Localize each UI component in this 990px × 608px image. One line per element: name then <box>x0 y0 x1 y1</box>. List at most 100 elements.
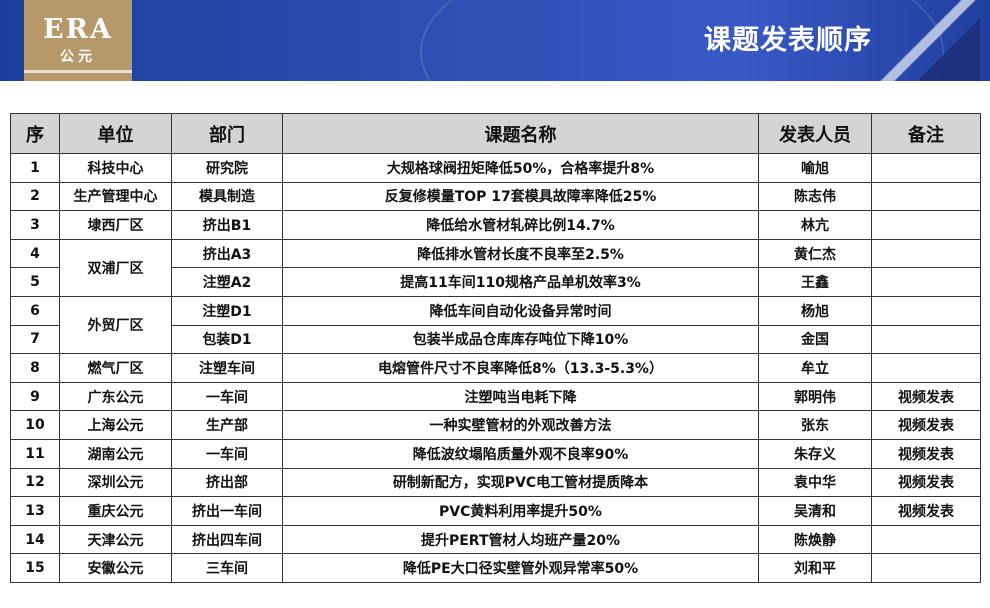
col-header-note: 备注 <box>871 113 981 154</box>
cell-no: 7 <box>10 324 60 355</box>
logo-bar <box>24 70 132 73</box>
cell-note <box>871 295 981 326</box>
cell-topic: 大规格球阀扭矩降低50%，合格率提升8% <box>282 153 759 183</box>
table-row: 14 天津公元 挤出四车间 提升PERT管材人均班产量20% 陈焕静 <box>10 524 981 555</box>
cell-topic: 降低车间自动化设备异常时间 <box>282 295 759 326</box>
cell-note: 视频发表 <box>871 410 981 440</box>
cell-topic: 电熔管件尺寸不良率降低8%（13.3-5.3%） <box>282 353 759 383</box>
cell-note <box>871 238 981 269</box>
cell-no: 10 <box>10 410 60 440</box>
cell-dept: 注塑D1 <box>171 295 283 326</box>
cell-unit: 天津公元 <box>59 524 172 555</box>
cell-no: 8 <box>10 353 60 383</box>
cell-no: 15 <box>10 553 60 583</box>
cell-unit: 埭西厂区 <box>59 210 172 240</box>
cell-topic: 包装半成品仓库库存吨位下降10% <box>282 324 759 355</box>
table-row: 2 生产管理中心 模具制造 反复修模量TOP 17套模具故障率降低25% 陈志伟 <box>10 181 981 212</box>
cell-presenter: 王鑫 <box>758 267 872 297</box>
cell-unit: 双浦厂区 <box>59 238 172 297</box>
cell-unit: 广东公元 <box>59 381 172 412</box>
cell-presenter: 吴清和 <box>758 496 872 526</box>
cell-note: 视频发表 <box>871 438 981 469</box>
cell-unit: 外贸厂区 <box>59 295 172 355</box>
col-header-no: 序 <box>10 113 60 154</box>
cell-presenter: 金国 <box>758 324 872 355</box>
cell-presenter: 郭明伟 <box>758 381 872 412</box>
col-header-dept: 部门 <box>171 113 283 154</box>
cell-topic: 一种实壁管材的外观改善方法 <box>282 410 759 440</box>
page-title: 课题发表顺序 <box>704 25 872 56</box>
logo-text: ERA <box>43 13 113 45</box>
cell-presenter: 林亢 <box>758 210 872 240</box>
cell-presenter: 牟立 <box>758 353 872 383</box>
table-row: 1 科技中心 研究院 大规格球阀扭矩降低50%，合格率提升8% 喻旭 <box>10 153 981 183</box>
cell-presenter: 张东 <box>758 410 872 440</box>
cell-note: 视频发表 <box>871 381 981 412</box>
cell-no: 13 <box>10 496 60 526</box>
cell-no: 4 <box>10 238 60 269</box>
cell-dept: 注塑车间 <box>171 353 283 383</box>
schedule-table: 序 单位 部门 课题名称 发表人员 备注 1 科技中心 研究院 大规格球阀扭矩降… <box>10 113 981 583</box>
cell-no: 11 <box>10 438 60 469</box>
cell-dept: 挤出A3 <box>171 238 283 269</box>
table-row: 9 广东公元 一车间 注塑吨当电耗下降 郭明伟 视频发表 <box>10 381 981 412</box>
cell-note <box>871 524 981 555</box>
header-banner: ERA 公元 课题发表顺序 <box>0 0 990 81</box>
cell-presenter: 朱存义 <box>758 438 872 469</box>
cell-note: 视频发表 <box>871 496 981 526</box>
cell-dept: 一车间 <box>171 438 283 469</box>
cell-unit: 重庆公元 <box>59 496 172 526</box>
cell-dept: 三车间 <box>171 553 283 583</box>
cell-dept: 包装D1 <box>171 324 283 355</box>
cell-dept: 生产部 <box>171 410 283 440</box>
cell-unit: 安徽公元 <box>59 553 172 583</box>
table-row: 15 安徽公元 三车间 降低PE大口径实壁管外观异常率50% 刘和平 <box>10 553 981 583</box>
cell-note: 视频发表 <box>871 467 981 498</box>
cell-presenter: 刘和平 <box>758 553 872 583</box>
cell-topic: 降低PE大口径实壁管外观异常率50% <box>282 553 759 583</box>
banner-corner <box>920 0 980 81</box>
cell-unit: 深圳公元 <box>59 467 172 498</box>
col-header-presenter: 发表人员 <box>758 113 872 154</box>
cell-presenter: 袁中华 <box>758 467 872 498</box>
cell-presenter: 杨旭 <box>758 295 872 326</box>
table-row: 12 深圳公元 挤出部 研制新配方，实现PVC电工管材提质降本 袁中华 视频发表 <box>10 467 981 498</box>
cell-topic: PVC黄料利用率提升50% <box>282 496 759 526</box>
table-row: 11 湖南公元 一车间 降低波纹塌陷质量外观不良率90% 朱存义 视频发表 <box>10 438 981 469</box>
cell-no: 5 <box>10 267 60 297</box>
cell-unit: 科技中心 <box>59 153 172 183</box>
cell-dept: 注塑A2 <box>171 267 283 297</box>
cell-no: 2 <box>10 181 60 212</box>
cell-note <box>871 353 981 383</box>
cell-presenter: 陈焕静 <box>758 524 872 555</box>
cell-dept: 挤出四车间 <box>171 524 283 555</box>
cell-topic: 降低排水管材长度不良率至2.5% <box>282 238 759 269</box>
table-row: 5 注塑A2 提高11车间110规格产品单机效率3% 王鑫 <box>10 267 981 297</box>
logo-subtext: 公元 <box>60 48 96 65</box>
cell-dept: 一车间 <box>171 381 283 412</box>
table-header-row: 序 单位 部门 课题名称 发表人员 备注 <box>10 113 981 154</box>
cell-note <box>871 153 981 183</box>
table-row: 3 埭西厂区 挤出B1 降低给水管材轧碎比例14.7% 林亢 <box>10 210 981 240</box>
cell-dept: 挤出部 <box>171 467 283 498</box>
cell-topic: 提高11车间110规格产品单机效率3% <box>282 267 759 297</box>
cell-dept: 研究院 <box>171 153 283 183</box>
table-row: 7 包装D1 包装半成品仓库库存吨位下降10% 金国 <box>10 324 981 355</box>
cell-topic: 提升PERT管材人均班产量20% <box>282 524 759 555</box>
cell-dept: 挤出B1 <box>171 210 283 240</box>
table-row: 10 上海公元 生产部 一种实壁管材的外观改善方法 张东 视频发表 <box>10 410 981 440</box>
cell-dept: 挤出一车间 <box>171 496 283 526</box>
cell-note <box>871 324 981 355</box>
table-row: 13 重庆公元 挤出一车间 PVC黄料利用率提升50% 吴清和 视频发表 <box>10 496 981 526</box>
cell-topic: 注塑吨当电耗下降 <box>282 381 759 412</box>
cell-note <box>871 553 981 583</box>
cell-note <box>871 267 981 297</box>
col-header-unit: 单位 <box>59 113 172 154</box>
cell-topic: 降低波纹塌陷质量外观不良率90% <box>282 438 759 469</box>
cell-topic: 研制新配方，实现PVC电工管材提质降本 <box>282 467 759 498</box>
cell-unit: 燃气厂区 <box>59 353 172 383</box>
cell-unit: 上海公元 <box>59 410 172 440</box>
table-row: 4 双浦厂区 挤出A3 降低排水管材长度不良率至2.5% 黄仁杰 <box>10 238 981 297</box>
cell-no: 12 <box>10 467 60 498</box>
cell-no: 1 <box>10 153 60 183</box>
